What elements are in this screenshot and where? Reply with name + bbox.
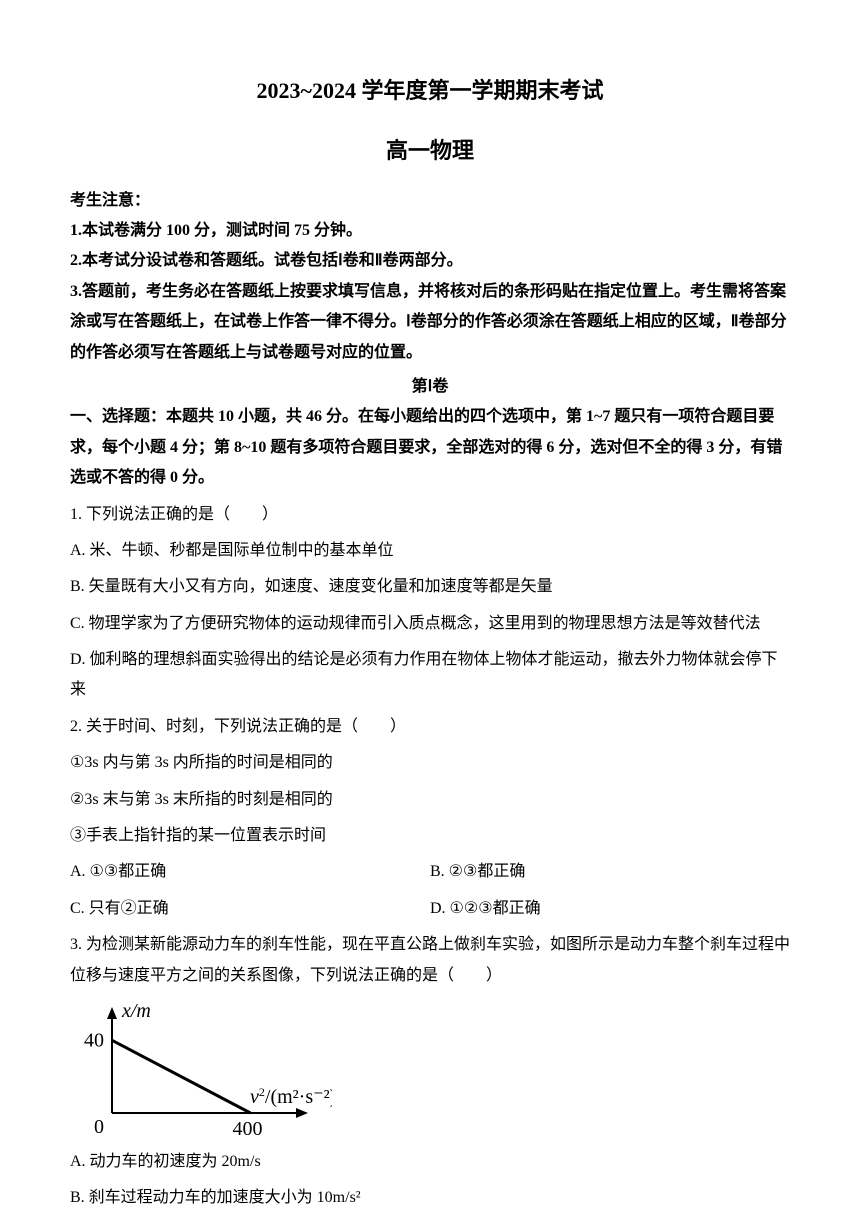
section-1-instructions: 一、选择题：本题共 10 小题，共 46 分。在每小题给出的四个选项中，第 1~… xyxy=(70,402,790,493)
q2-stem: 2. 关于时间、时刻，下列说法正确的是（ ） xyxy=(70,712,790,742)
q1-option-a: A. 米、牛顿、秒都是国际单位制中的基本单位 xyxy=(70,536,790,566)
q2-option-a: A. ①③都正确 xyxy=(70,857,430,887)
svg-text:v2/(m²·s⁻²): v2/(m²·s⁻²) xyxy=(250,1085,332,1108)
q2-item-3: ③手表上指针指的某一位置表示时间 xyxy=(70,821,790,851)
notice-item-2: 2.本考试分设试卷和答题纸。试卷包括Ⅰ卷和Ⅱ卷两部分。 xyxy=(70,246,790,276)
q1-option-c: C. 物理学家为了方便研究物体的运动规律而引入质点概念，这里用到的物理思想方法是… xyxy=(70,609,790,639)
q2-option-b: B. ②③都正确 xyxy=(430,857,790,887)
page-subtitle: 高一物理 xyxy=(70,130,790,172)
section-1-label: 第Ⅰ卷 xyxy=(70,372,790,402)
notice-label: 考生注意： xyxy=(70,186,790,216)
page-title: 2023~2024 学年度第一学期期末考试 xyxy=(70,70,790,112)
q2-option-c: C. 只有②正确 xyxy=(70,894,430,924)
q1-option-d: D. 伽利略的理想斜面实验得出的结论是必须有力作用在物体上物体才能运动，撤去外力… xyxy=(70,645,790,706)
q3-option-b: B. 刹车过程动力车的加速度大小为 10m/s² xyxy=(70,1183,790,1213)
q2-item-1: ①3s 内与第 3s 内所指的时间是相同的 xyxy=(70,748,790,778)
q1-option-b: B. 矢量既有大小又有方向，如速度、速度变化量和加速度等都是矢量 xyxy=(70,572,790,602)
q1-stem: 1. 下列说法正确的是（ ） xyxy=(70,500,790,530)
svg-text:x/m: x/m xyxy=(121,1001,151,1022)
q3-chart: x/mv2/(m²·s⁻²)400400 xyxy=(72,1001,790,1141)
svg-text:400: 400 xyxy=(232,1118,262,1140)
svg-text:40: 40 xyxy=(84,1029,104,1051)
q2-options-row-1: A. ①③都正确 B. ②③都正确 xyxy=(70,857,790,887)
q2-item-2: ②3s 末与第 3s 末所指的时刻是相同的 xyxy=(70,785,790,815)
q2-options-row-2: C. 只有②正确 D. ①②③都正确 xyxy=(70,894,790,924)
chart-svg: x/mv2/(m²·s⁻²)400400 xyxy=(72,1001,332,1141)
notice-item-1: 1.本试卷满分 100 分，测试时间 75 分钟。 xyxy=(70,216,790,246)
q3-stem: 3. 为检测某新能源动力车的刹车性能，现在平直公路上做刹车实验，如图所示是动力车… xyxy=(70,930,790,991)
svg-text:0: 0 xyxy=(94,1116,104,1138)
notice-item-3: 3.答题前，考生务必在答题纸上按要求填写信息，并将核对后的条形码贴在指定位置上。… xyxy=(70,277,790,368)
q3-option-a: A. 动力车的初速度为 20m/s xyxy=(70,1147,790,1177)
q2-option-d: D. ①②③都正确 xyxy=(430,894,790,924)
